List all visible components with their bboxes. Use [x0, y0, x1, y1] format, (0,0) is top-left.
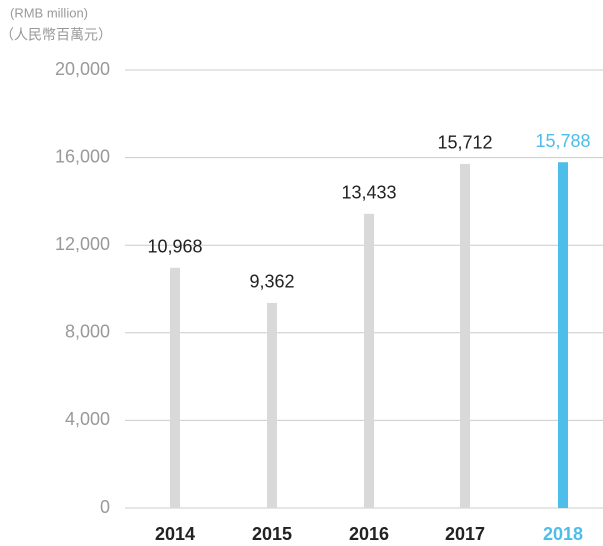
bar	[170, 267, 180, 508]
unit-label: (RMB million)	[10, 5, 88, 20]
value-label: 13,433	[341, 183, 396, 203]
y-tick-label: 4,000	[65, 409, 110, 429]
x-tick-label: 2018	[543, 524, 583, 544]
value-label: 10,968	[147, 237, 202, 257]
bar	[460, 163, 470, 508]
y-tick-label: 0	[100, 497, 110, 517]
bar	[558, 162, 568, 508]
value-label: 15,788	[535, 131, 590, 151]
unit-label: （人民幣百萬元）	[0, 27, 112, 43]
x-tick-label: 2015	[252, 524, 292, 544]
x-tick-label: 2014	[155, 524, 195, 544]
y-tick-label: 16,000	[55, 146, 110, 166]
value-label: 9,362	[249, 272, 294, 292]
y-tick-label: 8,000	[65, 322, 110, 342]
value-label: 15,712	[437, 133, 492, 153]
x-tick-label: 2017	[445, 524, 485, 544]
x-tick-label: 2016	[349, 524, 389, 544]
y-tick-label: 20,000	[55, 59, 110, 79]
bar	[364, 213, 374, 508]
y-tick-label: 12,000	[55, 234, 110, 254]
bar	[267, 302, 277, 508]
